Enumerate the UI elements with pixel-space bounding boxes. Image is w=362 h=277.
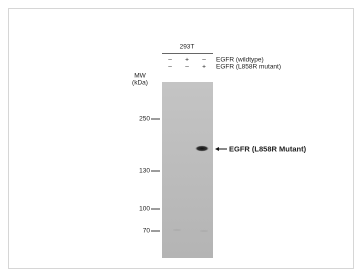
marker-label: 250 [139, 116, 150, 123]
sign: – [185, 64, 189, 71]
mw-label: MW [134, 73, 146, 80]
marker-label: 70 [143, 228, 151, 235]
sign: + [185, 57, 189, 64]
marker-label: 100 [139, 206, 150, 213]
figure: 293T – + – EGFR (wildtype) – – + EGFR (L… [0, 0, 362, 277]
sign: – [168, 57, 172, 64]
band [195, 146, 209, 152]
cell-line: 293T [180, 44, 195, 51]
sign: + [202, 64, 206, 71]
faint-band [173, 229, 181, 231]
sign: – [168, 64, 172, 71]
marker-label: 130 [139, 168, 150, 175]
sign: – [202, 57, 206, 64]
condition-label: EGFR (wildtype) [216, 57, 264, 64]
condition-label: EGFR (L858R mutant) [216, 64, 281, 71]
band-label: EGFR (L858R Mutant) [229, 144, 307, 153]
mw-label: (kDa) [132, 80, 148, 87]
faint-band [200, 230, 208, 232]
